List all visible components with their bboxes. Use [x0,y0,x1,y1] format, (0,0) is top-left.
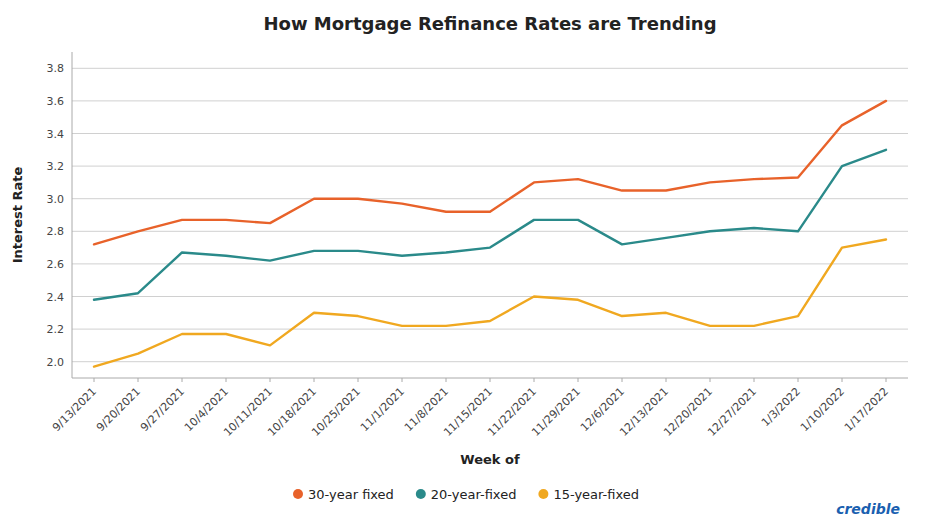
y-tick-label: 2.6 [47,258,65,271]
x-tick [622,378,623,382]
legend-item: 20-year-fixed [416,487,517,502]
y-tick-label: 2.0 [47,356,65,369]
x-tick-label: 9/20/2021 [94,385,143,434]
y-tick-label: 2.4 [47,291,65,304]
legend-marker [293,489,303,499]
x-tick [710,378,711,382]
grid-line [72,296,908,297]
x-tick-label: 12/27/2021 [705,385,759,439]
x-tick-label: 1/17/2022 [842,385,891,434]
x-tick [490,378,491,382]
y-axis-label: Interest Rate [10,167,25,264]
legend-marker [416,489,426,499]
x-tick [666,378,667,382]
y-tick-label: 2.8 [47,225,65,238]
grid-line [72,166,908,167]
grid-line [72,198,908,199]
grid-line [72,263,908,264]
x-tick-label: 10/25/2021 [309,385,363,439]
grid-line [72,100,908,101]
x-tick [578,378,579,382]
y-tick-label: 3.4 [47,128,65,141]
grid-line [72,68,908,69]
legend-label: 15-year-fixed [553,487,639,502]
x-tick [446,378,447,382]
title: How Mortgage Refinance Rates are Trendin… [263,13,716,34]
grid-line [72,361,908,362]
x-tick [358,378,359,382]
y-tick-label: 3.2 [47,160,65,173]
y-tick-label: 3.8 [47,62,65,75]
x-tick-label: 9/27/2021 [138,385,187,434]
series-line [94,101,886,244]
x-tick-label: 11/1/2021 [358,385,407,434]
x-tick [314,378,315,382]
x-axis-label: Week of [460,452,520,467]
x-tick [182,378,183,382]
y-axis-line [72,52,73,378]
grid [72,68,908,361]
x-tick [402,378,403,382]
series-line [94,150,886,300]
grid-line [72,329,908,330]
x-tick [270,378,271,382]
y-tick-label: 2.2 [47,323,65,336]
x-tick [94,378,95,382]
legend-label: 30-year fixed [308,487,394,502]
y-tick-label: 3.0 [47,193,65,206]
grid-line [72,133,908,134]
chart: How Mortgage Refinance Rates are Trendin… [0,0,932,524]
x-tick [534,378,535,382]
x-tick [226,378,227,382]
legend-item: 30-year fixed [293,487,394,502]
legend-marker [538,489,548,499]
series-line [94,239,886,366]
x-tick-label: 9/13/2021 [50,385,99,434]
x-tick [138,378,139,382]
x-tick [798,378,799,382]
x-tick [754,378,755,382]
legend-item: 15-year-fixed [538,487,639,502]
annotation: credible [836,501,900,517]
x-tick [886,378,887,382]
x-tick-label: 1/3/2022 [759,385,803,429]
legend-label: 20-year-fixed [431,487,517,502]
x-tick-label: 11/29/2021 [529,385,583,439]
y-tick-label: 3.6 [47,95,65,108]
x-tick-label: 1/10/2022 [798,385,847,434]
x-tick [842,378,843,382]
legend: 30-year fixed 20-year-fixed 15-year-fixed [293,487,639,502]
series-group [94,101,886,367]
